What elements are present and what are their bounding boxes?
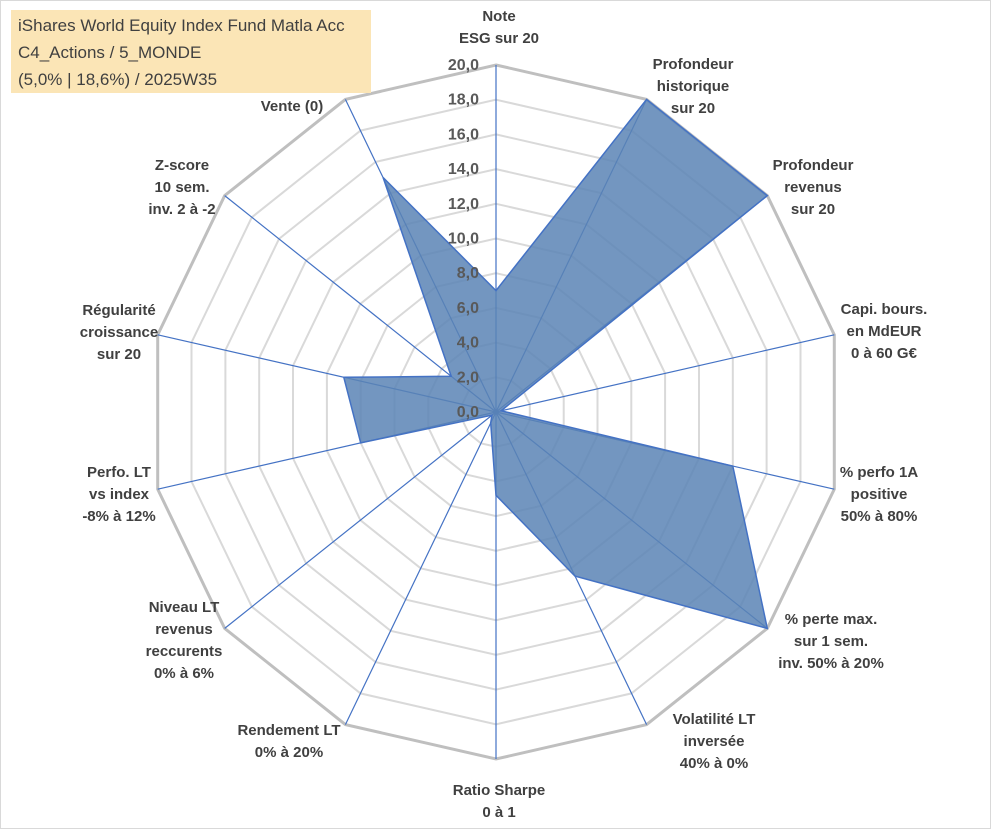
tick-label: 10,0 [448, 231, 479, 248]
tick-label: 12,0 [448, 196, 479, 213]
tick-label: 2,0 [457, 369, 479, 386]
radar-tick-labels: 0,0 2,0 4,0 6,0 8,0 10,0 12,0 14,0 16,0 18,0 20,0 [448, 57, 479, 421]
axis-label: Régularité croissance sur 20 [80, 302, 158, 363]
axis-label: Rendement LT 0% à 20% [237, 722, 340, 761]
axis-label: Note ESG sur 20 [459, 8, 539, 47]
tick-label: 6,0 [457, 300, 479, 317]
chart-title-line-2: C4_Actions / 5_MONDE [18, 43, 202, 62]
axis-label: Niveau LT revenus reccurents 0% à 6% [146, 599, 223, 682]
radar-axis-labels: Note ESG sur 20 Profondeur historique sur 20… [80, 8, 928, 821]
chart-title-line-1: iShares World Equity Index Fund Matla Ac… [18, 16, 345, 35]
title-box: iShares World Equity Index Fund Matla Ac… [11, 10, 371, 93]
radar-series-area [342, 98, 769, 630]
radar-series [342, 98, 769, 630]
axis-label: Perfo. LT vs index -8% à 12% [82, 464, 155, 525]
axis-label: Ratio Sharpe 0 à 1 [453, 782, 546, 821]
axis-label: % perfo 1A positive 50% à 80% [840, 464, 919, 525]
chart-title-line-3: (5,0% | 18,6%) / 2025W35 [18, 70, 218, 89]
tick-label: 4,0 [457, 335, 479, 352]
axis-label: Profondeur revenus sur 20 [773, 157, 854, 218]
radar-spoke [495, 334, 835, 413]
axis-label: % perte max. sur 1 sem. inv. 50% à 20% [778, 611, 884, 672]
radar-spoke [224, 411, 497, 629]
axis-label: Z-score 10 sem. inv. 2 à -2 [148, 157, 215, 218]
radar-spoke [344, 411, 497, 725]
axis-label: Capi. bours. en MdEUR 0 à 60 G€ [841, 301, 928, 362]
tick-label: 8,0 [457, 265, 479, 282]
tick-label: 16,0 [448, 126, 479, 143]
axis-label: Profondeur historique sur 20 [653, 56, 734, 117]
tick-label: 20,0 [448, 57, 479, 74]
tick-label: 18,0 [448, 92, 479, 109]
tick-label: 14,0 [448, 161, 479, 178]
axis-label: Volatilité LT inversée 40% à 0% [673, 711, 756, 772]
tick-label: 0,0 [457, 404, 479, 421]
